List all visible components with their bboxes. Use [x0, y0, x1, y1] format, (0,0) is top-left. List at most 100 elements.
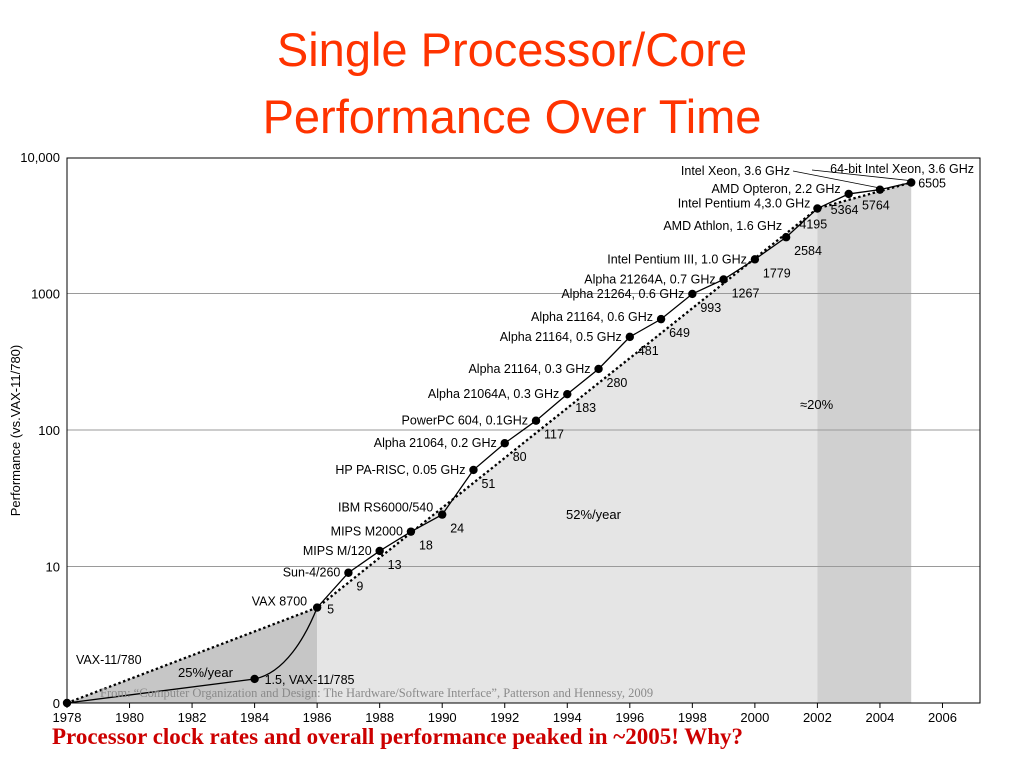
data-point [813, 204, 822, 213]
source-note: From: “Computer Organization and Design:… [100, 686, 653, 700]
value-label: 51 [481, 477, 495, 491]
y-tick-label: 10,000 [20, 150, 60, 165]
data-point [250, 674, 259, 684]
value-label: 481 [638, 344, 659, 358]
trend-line [66, 181, 912, 705]
data-point [438, 510, 447, 519]
annotation-52pct: 52%/year [566, 507, 622, 522]
region-20pct-year [817, 182, 912, 703]
data-point [844, 189, 853, 199]
processor-label: Intel Pentium 4,3.0 GHz [678, 196, 811, 210]
slide-caption: Processor clock rates and overall perfor… [52, 724, 744, 749]
processor-line [66, 181, 912, 704]
value-label: 993 [700, 301, 721, 315]
data-point [781, 233, 791, 242]
processor-label: Alpha 21064A, 0.3 GHz [428, 387, 559, 401]
leader-line [811, 169, 910, 181]
processor-label: 64-bit Intel Xeon, 3.6 GHz [830, 162, 974, 176]
value-label: 4195 [799, 217, 827, 231]
value-label: 117 [544, 428, 564, 442]
processor-label: AMD Athlon, 1.6 GHz [663, 219, 782, 233]
data-point [719, 275, 728, 284]
value-label: 6505 [918, 176, 946, 190]
data-point [907, 178, 916, 187]
processor-label: Intel Pentium III, 1.0 GHz [607, 252, 747, 266]
data-point [594, 364, 603, 374]
x-tick-label: 2006 [928, 710, 957, 725]
processor-label: VAX-11/780 [76, 653, 142, 667]
slide-title-line-2: Performance Over Time [262, 90, 762, 143]
processor-label: IBM RS6000/540 [338, 501, 433, 515]
value-label: 1267 [732, 286, 760, 300]
value-label: 5364 [831, 203, 859, 217]
x-tick-label: 1992 [490, 710, 519, 725]
value-label: 24 [450, 522, 464, 536]
processor-label: PowerPC 604, 0.1GHz [402, 414, 528, 428]
x-tick-label: 1990 [428, 710, 457, 725]
processor-label: Alpha 21164, 0.5 GHz [500, 330, 622, 344]
processor-label: MIPS M2000 [331, 525, 403, 539]
region-52pct-year [317, 208, 818, 704]
data-point [625, 332, 635, 342]
data-point [500, 439, 509, 448]
leader-line [792, 170, 879, 189]
x-tick-label: 2004 [865, 710, 894, 725]
value-label: 13 [388, 558, 402, 572]
value-label: 18 [419, 539, 433, 553]
value-label: 280 [607, 376, 628, 390]
value-label: 1779 [763, 266, 791, 280]
value-label: 649 [669, 326, 690, 340]
y-tick-label: 100 [38, 423, 60, 438]
x-tick-label: 1996 [615, 710, 644, 725]
x-tick-label: 1994 [553, 710, 582, 725]
annotation-20pct: ≈20% [800, 397, 834, 412]
x-tick-label: 1980 [115, 710, 144, 725]
data-point [469, 465, 478, 475]
processor-label: Alpha 21264A, 0.7 GHz [584, 272, 715, 286]
x-tick-label: 1986 [303, 710, 332, 725]
data-point [688, 289, 697, 299]
value-label: 9 [356, 580, 363, 594]
processor-label: AMD Opteron, 2.2 GHz [711, 182, 840, 196]
x-tick-label: 1998 [678, 710, 707, 725]
x-tick-label: 2000 [740, 710, 769, 725]
data-point [375, 546, 384, 556]
processor-label: Sun-4/260 [283, 566, 341, 580]
x-tick-label: 1988 [365, 710, 394, 725]
y-tick-label: 10 [46, 560, 60, 575]
x-tick-label: 2002 [803, 710, 832, 725]
y-axis-title: Performance (vs.VAX-11/780) [8, 345, 23, 516]
data-point [406, 527, 416, 536]
data-point [563, 389, 572, 399]
y-tick-label: 1000 [31, 287, 60, 302]
data-point [312, 603, 322, 612]
value-label: 5 [327, 603, 334, 617]
x-tick-label: 1982 [178, 710, 207, 725]
value-label: 80 [513, 450, 527, 464]
data-point [344, 568, 353, 577]
value-label: 2584 [794, 244, 822, 258]
slide-title-line-1: Single Processor/Core [276, 23, 748, 76]
data-point [656, 314, 666, 324]
processor-label: Alpha 21264, 0.6 GHz [561, 287, 684, 301]
processor-label: VAX 8700 [252, 595, 307, 609]
data-point [750, 255, 760, 264]
x-tick-label: 1984 [240, 710, 269, 725]
processor-label: Alpha 21164, 0.3 GHz [468, 362, 590, 376]
y-tick-label: 0 [53, 696, 60, 711]
value-label: 1.5, VAX-11/785 [265, 673, 355, 687]
x-tick-label: 1978 [53, 710, 82, 725]
data-point [875, 185, 885, 194]
data-point [62, 698, 72, 708]
value-label: 183 [575, 401, 596, 415]
data-point [531, 416, 541, 425]
processor-label: Alpha 21064, 0.2 GHz [374, 436, 497, 450]
processor-label: HP PA-RISC, 0.05 GHz [335, 463, 465, 477]
processor-label: MIPS M/120 [303, 544, 372, 558]
value-label: 5764 [862, 199, 890, 213]
processor-label: Alpha 21164, 0.6 GHz [531, 310, 653, 324]
processor-label: Intel Xeon, 3.6 GHz [681, 164, 790, 178]
annotation-25pct: 25%/year [178, 665, 234, 680]
plot-frame [66, 157, 981, 704]
